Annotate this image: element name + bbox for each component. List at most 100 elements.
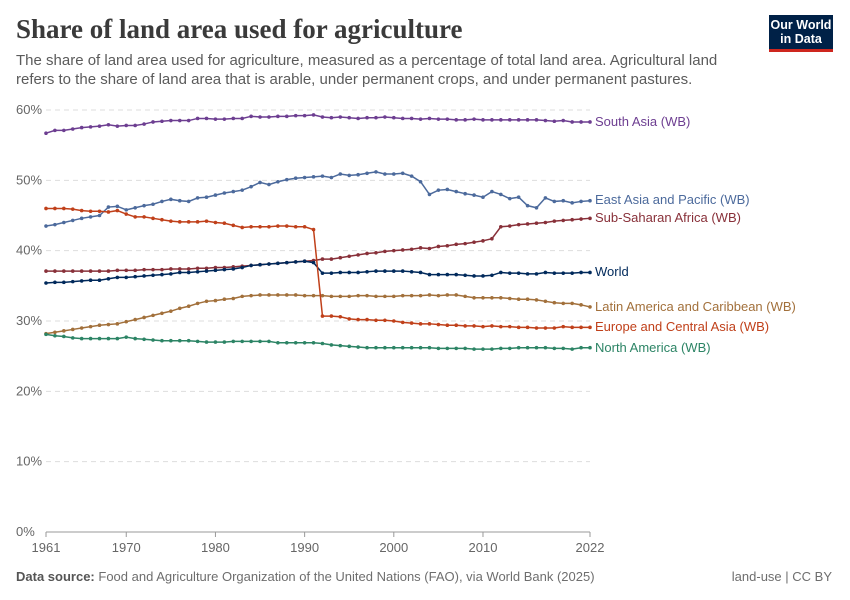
data-point (222, 340, 227, 344)
data-point (347, 317, 352, 321)
data-point (195, 269, 200, 274)
data-point (383, 269, 387, 273)
data-point (302, 293, 307, 298)
data-point (499, 270, 503, 275)
data-point (142, 315, 146, 320)
data-point (436, 322, 441, 327)
data-point (267, 182, 271, 187)
data-point (481, 118, 485, 122)
data-point (570, 201, 574, 205)
data-point (365, 251, 369, 256)
data-point (507, 271, 512, 275)
data-point (115, 124, 120, 128)
data-point (186, 267, 191, 271)
data-point (445, 187, 450, 192)
data-point (499, 346, 503, 351)
data-point (311, 260, 316, 265)
data-point (409, 293, 414, 298)
data-point (329, 314, 334, 318)
data-point (79, 279, 84, 283)
data-point (454, 272, 459, 277)
data-point (169, 118, 173, 123)
data-point (97, 269, 102, 273)
license-link[interactable]: land-use | CC BY (731, 569, 832, 584)
data-point (133, 215, 137, 219)
data-point (240, 116, 244, 121)
data-point (213, 340, 218, 344)
data-point (284, 224, 289, 228)
data-point (507, 196, 512, 201)
data-point (427, 293, 432, 297)
data-point (44, 206, 48, 211)
data-point (454, 242, 459, 247)
data-point (115, 275, 120, 280)
data-point (160, 311, 164, 316)
data-point (169, 338, 173, 343)
data-point (374, 170, 378, 174)
data-point (329, 115, 334, 120)
data-point (481, 274, 485, 278)
data-point (249, 224, 253, 229)
data-point (472, 117, 476, 121)
data-point (516, 345, 521, 350)
owid-logo[interactable]: Our World in Data (769, 15, 833, 52)
data-point (311, 175, 316, 179)
data-point (392, 345, 396, 350)
data-point (240, 225, 244, 230)
data-point (499, 118, 503, 122)
data-point (365, 317, 369, 322)
data-point (62, 128, 66, 133)
data-point (570, 120, 574, 124)
data-point (311, 227, 316, 232)
data-point (418, 117, 423, 121)
data-point (543, 196, 548, 200)
data-point (481, 295, 485, 300)
data-point (213, 265, 218, 270)
data-point (499, 295, 503, 300)
data-point (133, 123, 137, 128)
data-point (311, 113, 316, 117)
data-point (177, 267, 182, 271)
data-point (97, 336, 102, 341)
series-line (45, 114, 590, 134)
data-point (418, 322, 423, 326)
data-point (151, 202, 155, 207)
data-point (79, 269, 84, 273)
data-point (338, 343, 343, 348)
data-point (516, 195, 521, 200)
data-point (392, 294, 396, 299)
data-point (53, 330, 57, 335)
data-point (356, 345, 360, 349)
data-point (463, 118, 467, 122)
data-point (53, 269, 57, 273)
data-point (561, 218, 566, 223)
data-point (62, 280, 66, 285)
data-point (490, 236, 494, 241)
data-point (293, 113, 298, 118)
data-point (249, 293, 253, 298)
data-point (534, 298, 539, 302)
data-point (570, 325, 574, 330)
data-point (383, 249, 387, 254)
data-point (133, 268, 137, 273)
data-point (267, 339, 271, 344)
data-point (177, 118, 182, 123)
data-point (240, 188, 244, 192)
data-point (338, 294, 343, 299)
data-point (106, 205, 111, 209)
data-point (204, 195, 209, 200)
data-point (472, 324, 476, 328)
data-point (204, 266, 209, 271)
data-point (284, 177, 289, 182)
data-point (222, 267, 227, 272)
data-point (499, 224, 503, 229)
data-point (365, 345, 369, 350)
data-point (552, 271, 557, 275)
data-point (409, 321, 414, 325)
data-point (115, 336, 120, 341)
y-tick-label: 10% (16, 454, 42, 469)
data-point (44, 131, 48, 136)
data-point (409, 247, 414, 252)
